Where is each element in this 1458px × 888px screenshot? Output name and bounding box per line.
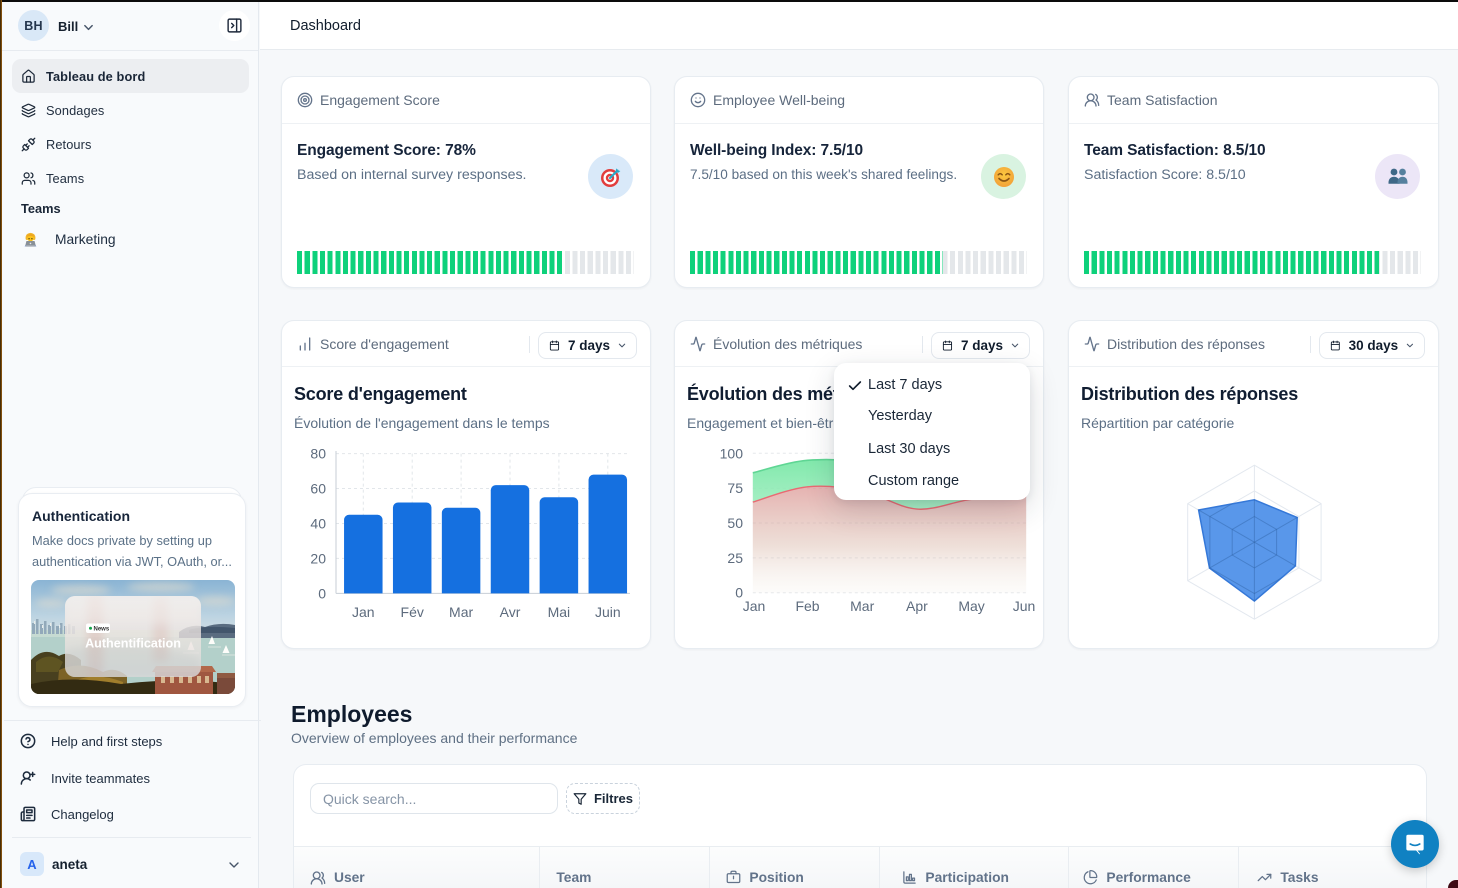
svg-text:May: May bbox=[958, 598, 984, 614]
svg-text:50: 50 bbox=[727, 515, 743, 531]
svg-text:0: 0 bbox=[735, 585, 743, 601]
svg-text:Feb: Feb bbox=[795, 598, 819, 614]
svg-text:Jan: Jan bbox=[352, 604, 375, 620]
svg-text:20: 20 bbox=[310, 550, 326, 566]
svg-text:Avr: Avr bbox=[500, 604, 521, 620]
svg-text:News: News bbox=[94, 627, 110, 633]
svg-text:25: 25 bbox=[727, 550, 743, 566]
svg-text:Fév: Fév bbox=[401, 604, 424, 620]
svg-text:Apr: Apr bbox=[906, 598, 928, 614]
svg-text:Mar: Mar bbox=[850, 598, 874, 614]
svg-text:Authentification: Authentification bbox=[85, 637, 181, 651]
svg-text:40: 40 bbox=[310, 516, 326, 532]
svg-text:75: 75 bbox=[727, 480, 743, 496]
svg-text:80: 80 bbox=[310, 446, 326, 462]
svg-text:Juin: Juin bbox=[595, 604, 621, 620]
svg-text:0: 0 bbox=[318, 585, 326, 601]
svg-text:100: 100 bbox=[720, 445, 744, 461]
svg-text:Jun: Jun bbox=[1013, 598, 1036, 614]
svg-text:Jan: Jan bbox=[743, 598, 766, 614]
svg-text:Mar: Mar bbox=[449, 604, 473, 620]
svg-text:Mai: Mai bbox=[548, 604, 571, 620]
svg-text:60: 60 bbox=[310, 481, 326, 497]
